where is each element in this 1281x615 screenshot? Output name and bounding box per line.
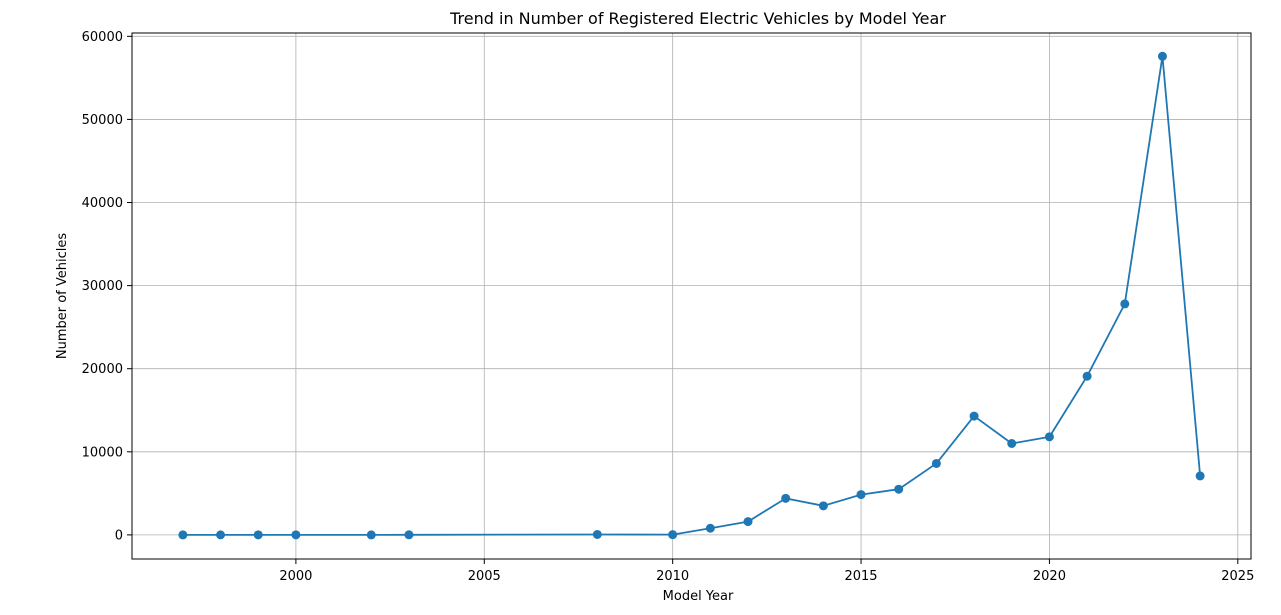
data-point	[894, 484, 904, 494]
y-tick-label: 20000	[82, 362, 123, 377]
series-group	[178, 51, 1205, 540]
data-point	[1120, 299, 1130, 309]
data-point	[404, 530, 414, 540]
x-tick-label: 2000	[279, 569, 312, 584]
data-point	[291, 530, 301, 540]
x-tick-label: 2020	[1033, 569, 1066, 584]
data-point	[592, 529, 602, 539]
data-point	[705, 523, 715, 533]
grid-lines	[132, 33, 1251, 559]
data-point	[253, 530, 263, 540]
y-tick-label: 60000	[82, 30, 123, 45]
y-tick-label: 50000	[82, 113, 123, 128]
x-tick-label: 2010	[656, 569, 689, 584]
y-tick-label: 30000	[82, 279, 123, 294]
y-tick-label: 40000	[82, 196, 123, 211]
data-point	[856, 490, 866, 500]
data-point	[1157, 51, 1167, 61]
x-axis-label: Model Year	[663, 589, 734, 604]
y-axis-label: Number of Vehicles	[55, 233, 70, 360]
y-axis-ticks: 0 10000 20000 30000 40000 50000 60000	[82, 30, 132, 543]
series-line	[182, 55, 1202, 536]
y-tick-label: 0	[115, 528, 123, 543]
data-point	[818, 501, 828, 511]
data-point	[743, 517, 753, 527]
y-tick-label: 10000	[82, 445, 123, 460]
data-point	[1044, 432, 1054, 442]
chart-title: Trend in Number of Registered Electric V…	[449, 9, 946, 28]
data-point	[366, 530, 376, 540]
data-point	[781, 493, 791, 503]
data-point	[668, 530, 678, 540]
x-axis-ticks: 2000 2005 2010 2015 2020 2025	[279, 559, 1254, 584]
data-point	[1082, 371, 1092, 381]
data-point	[1195, 471, 1205, 481]
plot-frame	[131, 32, 1252, 560]
data-point	[1007, 438, 1017, 448]
data-point	[969, 411, 979, 421]
data-point	[178, 530, 188, 540]
data-point	[931, 458, 941, 468]
x-tick-label: 2015	[844, 569, 877, 584]
x-tick-label: 2025	[1221, 569, 1254, 584]
x-tick-label: 2005	[468, 569, 501, 584]
data-point	[216, 530, 226, 540]
